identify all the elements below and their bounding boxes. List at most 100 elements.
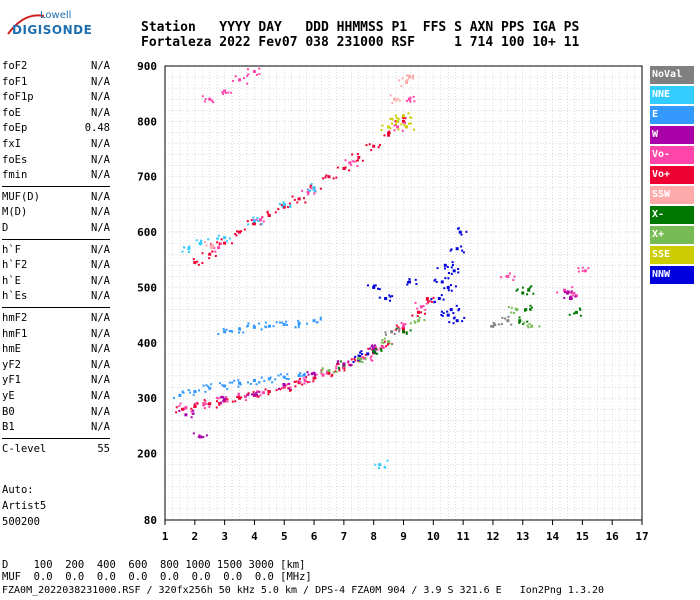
param-label: fmin [2,169,28,182]
data-point [355,159,358,162]
data-point [577,270,580,273]
data-point [372,144,376,148]
param-value: N/A [91,190,110,203]
x-tick-label: 17 [635,530,648,543]
data-point [286,373,289,376]
legend-item: SSW [650,186,694,204]
data-point [380,349,383,352]
data-point [434,300,437,303]
data-point [573,312,576,315]
data-point [252,378,256,382]
data-point [255,218,258,221]
data-point [376,348,379,351]
data-point [307,193,310,196]
data-point [574,310,578,314]
data-point [260,223,263,226]
data-point [215,406,218,409]
data-point [361,361,364,364]
data-point [400,85,403,88]
data-point [335,367,338,370]
legend-item: X+ [650,226,694,244]
param-separator [2,307,110,308]
data-point [390,343,393,346]
data-point [307,188,310,191]
data-point [187,247,191,251]
data-point [259,394,262,397]
data-point [178,405,181,408]
data-point [246,68,249,71]
header-labels: Station YYYY DAY DDD HHMMSS P1 FFS S AXN… [141,20,580,35]
data-point [199,435,203,439]
data-point [571,297,574,300]
data-point [296,201,299,204]
data-point [208,405,211,408]
param-label: yF2 [2,358,21,371]
data-point [215,396,218,399]
data-point [574,294,578,298]
y-tick-label: 600 [137,226,157,239]
data-point [210,243,213,246]
param-value: N/A [91,138,110,150]
data-point [404,125,408,129]
data-point [406,283,409,286]
data-point [569,292,572,295]
data-point [334,370,337,373]
data-point [238,381,241,384]
data-point [518,319,522,323]
data-point [447,289,450,292]
data-point [312,376,316,380]
data-point [223,89,227,93]
data-point [446,313,450,317]
data-point [315,321,318,324]
data-point [412,74,415,77]
data-point [571,294,574,297]
data-point [196,402,199,405]
data-point [396,125,400,129]
data-point [341,365,344,368]
data-point [521,286,524,289]
data-point [321,367,324,370]
data-point [280,204,283,207]
data-point [405,79,408,82]
data-point [238,396,242,400]
data-point [226,400,229,403]
data-point [462,251,465,254]
data-point [297,197,301,201]
param-label: fxI [2,138,21,150]
data-point [288,382,291,385]
data-point [335,176,338,179]
data-point [518,316,521,319]
data-point [389,295,392,298]
data-point [397,79,400,82]
data-point [398,327,401,330]
data-point [320,372,323,375]
data-point [219,396,222,399]
data-point [266,210,269,213]
data-point [237,385,240,388]
param-value: N/A [91,374,110,387]
data-point [402,324,405,328]
data-point [308,381,311,384]
data-point [327,175,331,179]
data-point [192,258,195,261]
data-point [357,155,361,159]
data-point [368,143,371,146]
data-point [573,292,576,295]
param-value: N/A [91,75,110,88]
data-point [455,247,459,251]
data-point [393,333,396,336]
data-point [285,384,288,387]
data-point [258,390,261,393]
data-point [267,393,270,396]
data-point [403,121,406,124]
data-point [321,373,325,377]
data-point [506,274,510,278]
data-point [360,356,363,359]
data-point [231,330,234,333]
data-point [190,410,193,413]
data-point [416,315,419,318]
data-point [288,387,291,390]
data-point [223,330,227,334]
data-point [250,219,253,222]
data-point [356,159,359,162]
